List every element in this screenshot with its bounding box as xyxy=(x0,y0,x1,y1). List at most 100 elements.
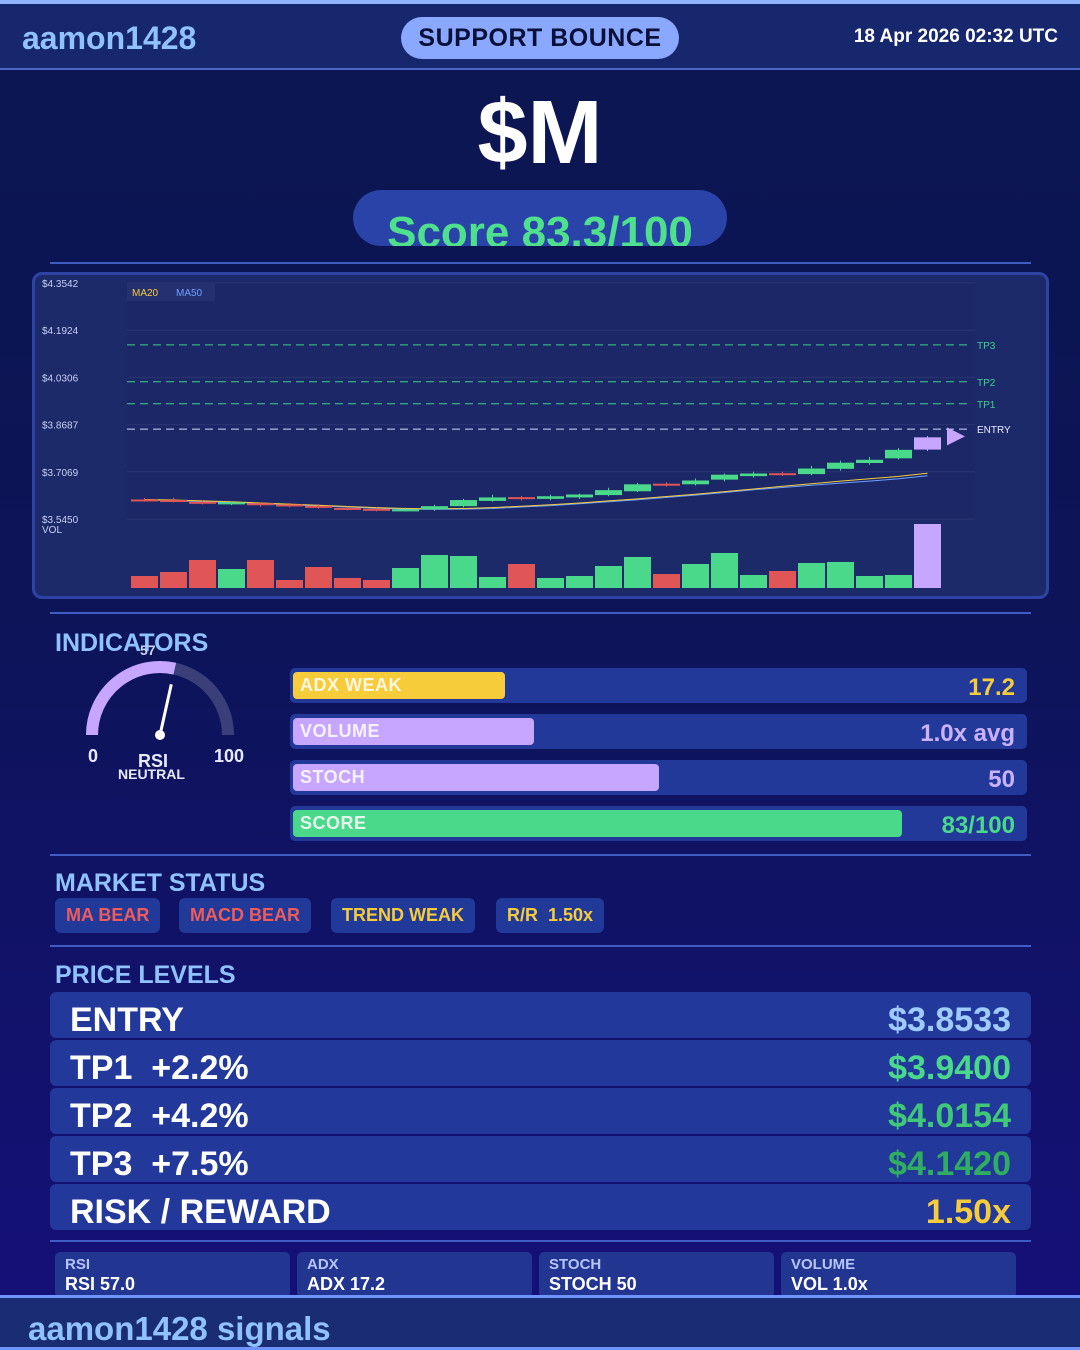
volume-bar-fill xyxy=(293,718,534,745)
divider xyxy=(50,945,1031,947)
stat-box-stoch: STOCH STOCH 50 xyxy=(539,1252,774,1298)
volume-bar xyxy=(305,567,332,588)
volume-bar xyxy=(653,574,680,588)
candle-body xyxy=(218,502,245,505)
volume-bar-label: VOLUME xyxy=(300,721,381,741)
volume-bar xyxy=(392,568,419,588)
candle-body xyxy=(798,468,825,475)
rsi-value: 57 xyxy=(140,642,156,658)
divider xyxy=(50,854,1031,856)
volume-bar xyxy=(856,576,883,588)
candle-body xyxy=(537,496,564,499)
indicators-title: INDICATORS xyxy=(55,629,209,657)
rsi-gauge-hub xyxy=(155,730,165,740)
volume-bar xyxy=(595,566,622,588)
volume-bar xyxy=(363,580,390,588)
signal-type-badge: SUPPORT BOUNCE xyxy=(401,17,679,59)
ticker-symbol: $M xyxy=(477,83,603,183)
volume-bar xyxy=(334,578,361,588)
volume-bar xyxy=(537,578,564,588)
volume-bar xyxy=(827,562,854,588)
candle-body xyxy=(740,473,767,477)
rsi-gauge-needle xyxy=(158,683,173,736)
y-tick-label: $3.5450 xyxy=(42,515,79,526)
volume-bar xyxy=(450,556,477,588)
level-name: TP3 +7.5% xyxy=(70,1145,249,1183)
candle-body xyxy=(450,500,477,507)
level-price: $3.9400 xyxy=(888,1049,1011,1087)
candle-body xyxy=(479,497,506,501)
adx-bar-value: 17.2 xyxy=(968,674,1015,701)
candle-body xyxy=(334,507,361,510)
candle-body xyxy=(827,462,854,469)
price-levels-title: PRICE LEVELS xyxy=(55,961,236,989)
level-label-entry: ENTRY xyxy=(977,425,1011,436)
level-row-tp3: TP3 +7.5% $4.1420 xyxy=(50,1136,1031,1183)
volume-bar xyxy=(247,560,274,588)
volume-bar xyxy=(885,575,912,588)
level-name: TP1 +2.2% xyxy=(70,1049,249,1087)
score-bar-value: 83/100 xyxy=(941,812,1015,839)
status-badge-macd: MACD BEAR xyxy=(179,898,311,933)
candlestick-chart-svg: $4.3542 $4.1924 $4.0306 $3.8687 $3.7069 $3.54… xyxy=(42,279,1011,588)
score-bar: SCORE 83/100 xyxy=(290,806,1027,841)
candle-body xyxy=(769,473,796,476)
candle-body xyxy=(131,499,158,502)
level-row-entry: ENTRY $3.8533 xyxy=(50,992,1031,1039)
level-label-tp3: TP3 xyxy=(977,341,996,352)
score-badge: Score 83.3/100 xyxy=(353,190,727,246)
y-tick-label: $3.7069 xyxy=(42,468,79,479)
header-bar: aamon1428 SUPPORT BOUNCE 18 Apr 2026 02:… xyxy=(0,0,1080,70)
level-price: $4.1420 xyxy=(888,1145,1011,1183)
level-name: ENTRY xyxy=(70,1001,184,1039)
footer-brand: aamon1428 signals xyxy=(28,1310,331,1347)
volume-bar: VOLUME 1.0x avg xyxy=(290,714,1027,749)
adx-bar-label: ADX WEAK xyxy=(300,675,402,695)
score-bar-label: SCORE xyxy=(300,813,367,833)
level-price: 1.50x xyxy=(925,1193,1011,1231)
volume-bar xyxy=(740,575,767,588)
candle-body xyxy=(856,459,883,464)
ma50-line xyxy=(144,475,928,510)
candle-body xyxy=(566,494,593,498)
brand-name: aamon1428 xyxy=(22,20,197,56)
divider xyxy=(50,612,1031,614)
candle-body xyxy=(653,483,680,486)
volume-bar xyxy=(914,524,941,588)
timestamp: 18 Apr 2026 02:32 UTC xyxy=(853,26,1058,47)
rsi-state: NEUTRAL xyxy=(118,766,185,782)
stat-box-adx: ADX ADX 17.2 xyxy=(297,1252,532,1298)
rsi-max: 100 xyxy=(214,746,245,766)
volume-bar xyxy=(276,580,303,588)
volume-label: VOL xyxy=(42,525,62,536)
level-name: TP2 +4.2% xyxy=(70,1097,249,1135)
stat-key: STOCH xyxy=(549,1256,602,1273)
y-tick-label: $4.3542 xyxy=(42,279,79,290)
rsi-gauge-fill xyxy=(86,660,177,736)
stat-key: ADX xyxy=(307,1256,339,1273)
level-name: RISK / REWARD xyxy=(70,1193,331,1231)
rsi-min: 0 xyxy=(88,746,99,766)
candle-body xyxy=(160,500,187,503)
volume-bar xyxy=(421,555,448,588)
volume-bar xyxy=(218,569,245,588)
volume-bar xyxy=(711,553,738,588)
stat-value: ADX 17.2 xyxy=(307,1274,386,1294)
level-row-tp2: TP2 +4.2% $4.0154 xyxy=(50,1088,1031,1135)
stoch-bar: STOCH 50 xyxy=(290,760,1027,795)
stat-key: RSI xyxy=(65,1256,91,1273)
candle-body xyxy=(363,508,390,511)
stat-value: STOCH 50 xyxy=(549,1274,637,1294)
rsi-label: RSI xyxy=(138,751,169,771)
score-bar-fill xyxy=(293,810,902,837)
stoch-bar-fill xyxy=(293,764,659,791)
volume-bar xyxy=(769,571,796,588)
divider xyxy=(50,262,1031,264)
footer-bar: aamon1428 signals xyxy=(0,1295,1080,1350)
volume-bar xyxy=(566,576,593,588)
entry-arrow xyxy=(947,427,965,446)
stat-key: VOLUME xyxy=(791,1256,856,1273)
candle-body xyxy=(508,497,535,500)
volume-bar xyxy=(508,564,535,588)
rsi-gauge-track xyxy=(86,661,234,736)
